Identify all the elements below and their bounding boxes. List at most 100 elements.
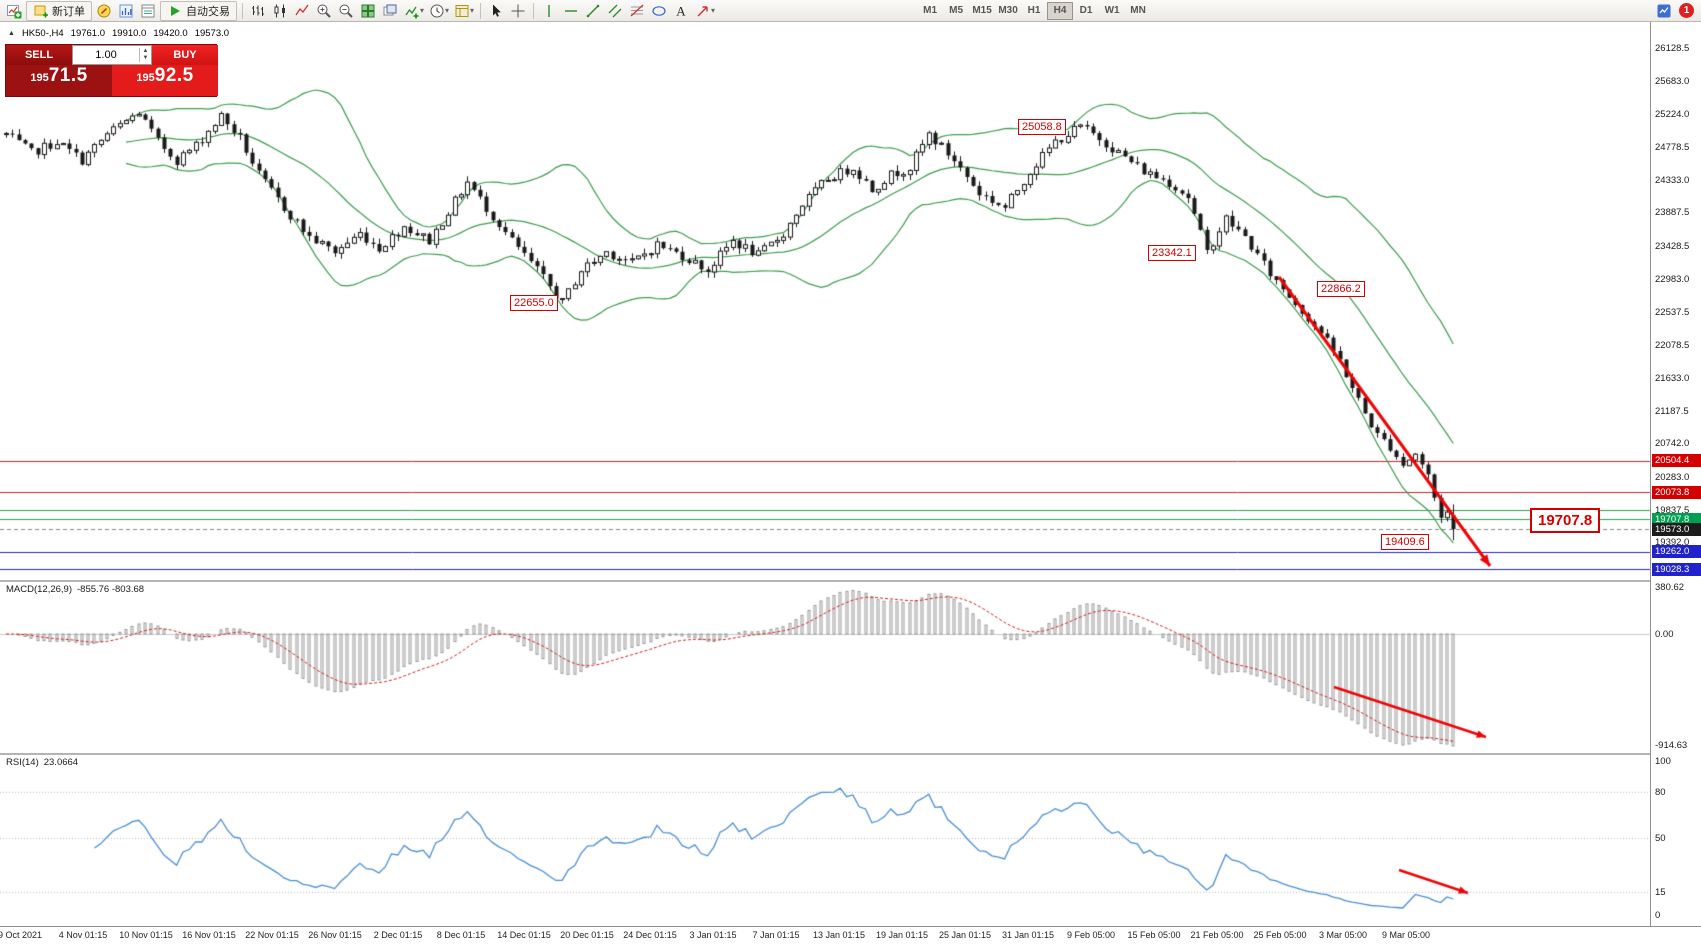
horizontal-line-icon[interactable] [560, 1, 582, 21]
time-scale-label: 16 Nov 01:15 [182, 930, 236, 940]
buy-price[interactable]: 195 92.5 [112, 65, 218, 96]
zoom-in-icon[interactable] [313, 1, 335, 21]
price-level-badge: 20073.8 [1652, 485, 1701, 499]
price-annotation[interactable]: 19409.6 [1381, 534, 1429, 550]
time-scale-label: 10 Nov 01:15 [119, 930, 173, 940]
toolbar-separator [480, 2, 482, 19]
periods-icon[interactable] [426, 1, 448, 21]
equidistant-channel-icon[interactable] [604, 1, 626, 21]
price-scale-label: 22078.5 [1655, 340, 1690, 352]
toolbar-separator [533, 2, 535, 19]
templates-icon[interactable] [451, 1, 473, 21]
quote-close: 19573.0 [194, 28, 230, 39]
time-scale-label: 9 Feb 05:00 [1066, 930, 1116, 940]
tile-windows-icon[interactable] [357, 1, 379, 21]
price-annotation[interactable]: 23342.1 [1148, 245, 1196, 261]
timeframe-h1-button[interactable]: H1 [1027, 5, 1041, 16]
price-scale-label: 21633.0 [1655, 372, 1690, 384]
indicators-icon[interactable] [401, 1, 423, 21]
ohlc-quote-line: ▲ HK50-,H4 19761.0 19910.0 19420.0 19573… [8, 28, 229, 39]
data-window-icon[interactable] [137, 1, 159, 21]
buy-button[interactable]: BUY [152, 45, 218, 65]
price-level-badge: 20504.4 [1652, 454, 1701, 468]
price-annotation[interactable]: 19707.8 [1530, 508, 1601, 533]
sell-price[interactable]: 195 71.5 [6, 65, 112, 96]
macd-values: -855.76 -803.68 [77, 584, 145, 595]
zoom-out-icon[interactable] [335, 1, 357, 21]
timeframe-m5-button[interactable]: M5 [949, 5, 964, 16]
time-scale-label: 25 Feb 05:00 [1253, 930, 1307, 940]
time-scale-label: 9 Oct 2021 [0, 930, 43, 940]
timeframe-w1-button[interactable]: W1 [1104, 5, 1120, 16]
vertical-line-icon[interactable] [538, 1, 560, 21]
time-scale-label: 19 Jan 01:15 [875, 930, 929, 940]
quote-low: 19420.0 [153, 28, 188, 39]
time-scale-label: 24 Dec 01:15 [623, 930, 677, 940]
volume-control: ▲ ▼ [72, 45, 152, 65]
price-annotation[interactable]: 22866.2 [1317, 281, 1365, 297]
new-chart-icon[interactable] [3, 1, 25, 21]
time-scale-label: 13 Jan 01:15 [812, 930, 866, 940]
timeframe-mn-button[interactable]: MN [1130, 5, 1146, 16]
price-axis[interactable]: 26128.5 25683.0 25224.0 24778.5 24333.0 23887… [1650, 22, 1701, 944]
templates-dropdown-icon[interactable]: ▾ [470, 6, 475, 15]
candlestick-chart-icon[interactable] [269, 1, 291, 21]
periods-dropdown-icon[interactable]: ▾ [445, 6, 450, 15]
time-scale-label: 3 Jan 01:15 [689, 930, 737, 940]
indicators-dropdown-icon[interactable]: ▾ [420, 6, 425, 15]
text-label-icon[interactable]: A [670, 1, 692, 21]
trade-panel-collapse-icon[interactable]: ▲ [8, 30, 15, 37]
macd-scale-label: -914.63 [1655, 740, 1688, 751]
arrow-tools-icon[interactable] [692, 1, 714, 21]
price-scale-label: 23887.5 [1655, 207, 1690, 219]
sell-button[interactable]: SELL [6, 45, 72, 65]
quote-high: 19910.0 [112, 28, 147, 39]
rsi-value: 23.0664 [43, 757, 79, 768]
price-scale-label: 22983.0 [1655, 273, 1690, 285]
notification-badge[interactable]: 1 [1679, 3, 1694, 18]
new-order-button[interactable]: 新订单 [26, 0, 92, 21]
rsi-scale-label: 15 [1655, 886, 1666, 898]
market-watch-icon[interactable] [115, 1, 137, 21]
time-scale-label: 14 Dec 01:15 [497, 930, 551, 940]
volume-down-icon[interactable]: ▼ [142, 55, 149, 61]
rsi-scale-label: 0 [1655, 910, 1661, 921]
time-scale-label: 26 Nov 01:15 [308, 930, 362, 940]
bar-chart-icon[interactable] [247, 1, 269, 21]
rsi-scale-label: 50 [1655, 833, 1666, 844]
cascade-windows-icon[interactable] [379, 1, 401, 21]
chart-search-icon[interactable] [1653, 1, 1675, 21]
autotrade-button[interactable]: 自动交易 [160, 0, 237, 21]
price-scale-label: 24333.0 [1655, 174, 1690, 186]
timeframe-m1-button[interactable]: M1 [923, 5, 938, 16]
macd-panel-splitter[interactable] [0, 580, 1701, 582]
cursor-icon[interactable] [485, 1, 507, 21]
rsi-panel-splitter[interactable] [0, 753, 1701, 755]
timeframe-d1-button[interactable]: D1 [1079, 5, 1093, 16]
time-scale-label: 8 Dec 01:15 [436, 930, 486, 940]
time-scale-label: 9 Mar 05:00 [1381, 930, 1431, 940]
arrow-tools-dropdown-icon[interactable]: ▾ [711, 6, 716, 15]
price-annotation[interactable]: 25058.8 [1018, 119, 1066, 135]
fibonacci-icon[interactable] [626, 1, 648, 21]
price-scale-label: 22537.5 [1655, 306, 1690, 318]
time-scale-label: 31 Jan 01:15 [1001, 930, 1055, 940]
crosshair-icon[interactable] [507, 1, 529, 21]
price-annotation[interactable]: 22655.0 [510, 295, 558, 311]
timeframe-m15-button[interactable]: M15 [972, 5, 992, 16]
price-scale-label: 26128.5 [1655, 43, 1690, 54]
shapes-icon[interactable] [648, 1, 670, 21]
trendline-icon[interactable] [582, 1, 604, 21]
line-chart-icon[interactable] [291, 1, 313, 21]
price-scale-label: 25224.0 [1655, 109, 1690, 121]
compass-icon[interactable] [93, 1, 115, 21]
volume-input[interactable] [73, 49, 139, 61]
price-scale-label: 19837.5 [1655, 504, 1690, 516]
macd-indicator-label: MACD(12,26,9) -855.76 -803.68 [6, 584, 144, 595]
timeframe-h4-button[interactable]: H4 [1047, 1, 1074, 20]
timeframe-m30-button[interactable]: M30 [998, 5, 1018, 16]
volume-up-icon[interactable]: ▲ [142, 48, 149, 54]
time-scale-label: 15 Feb 05:00 [1127, 930, 1181, 940]
time-axis[interactable]: 9 Oct 2021 4 Nov 01:15 10 Nov 01:15 16 Nov … [0, 926, 1701, 944]
